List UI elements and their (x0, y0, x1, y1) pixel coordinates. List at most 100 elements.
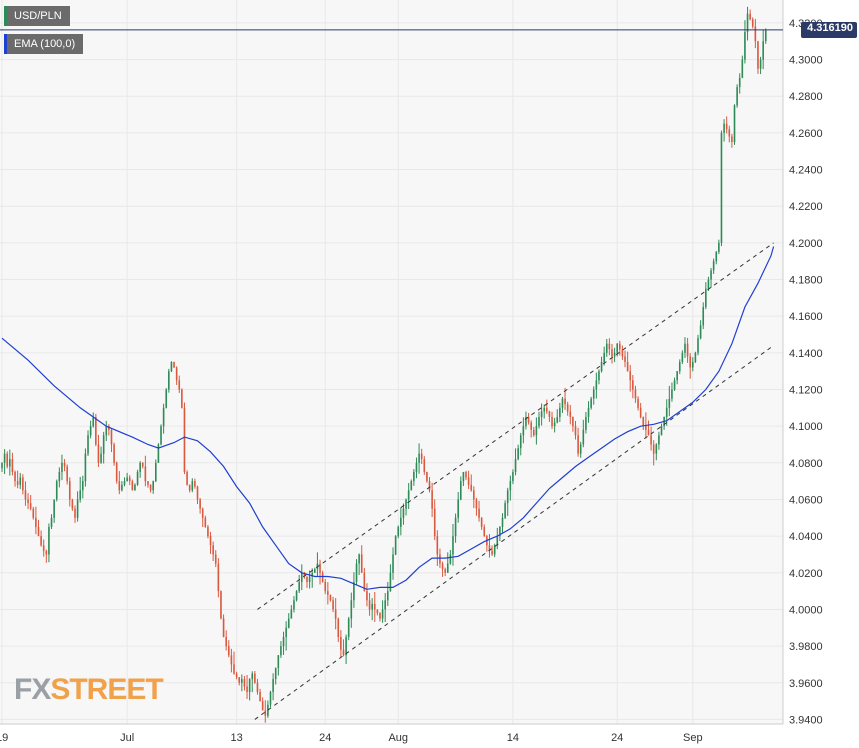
candle-up (410, 481, 413, 491)
candle-down (97, 444, 100, 463)
candle-up (170, 362, 173, 372)
candle-up (280, 646, 282, 656)
candle-down (196, 486, 199, 500)
candle-down (63, 462, 66, 467)
candle-down (470, 484, 473, 491)
candle-up (684, 343, 686, 353)
candle-up (251, 673, 254, 680)
candle-up (248, 679, 251, 692)
candle-up (105, 426, 108, 436)
y-tick-label: 4.0200 (789, 568, 823, 580)
candle-down (757, 41, 759, 69)
candle-up (308, 576, 311, 582)
candle-down (42, 545, 45, 551)
candle-down (488, 545, 491, 551)
candle-up (705, 288, 707, 308)
y-tick-label: 4.0400 (789, 531, 823, 543)
candle-down (530, 422, 532, 430)
candle-down (29, 503, 32, 509)
candle-up (553, 422, 556, 427)
candle-up (160, 426, 162, 445)
candle-down (321, 572, 324, 582)
candle-down (22, 477, 24, 491)
candle-up (556, 416, 559, 423)
candle-down (532, 429, 535, 436)
y-tick-label: 4.1800 (789, 275, 823, 287)
candle-up (381, 609, 384, 619)
candle-down (110, 429, 113, 445)
candle-up (459, 481, 462, 500)
last-price-tag: 4.316190 (801, 21, 857, 38)
candle-down (621, 349, 624, 357)
candle-down (141, 462, 144, 467)
candle-down (428, 481, 431, 491)
candle-up (9, 459, 11, 467)
candle-up (702, 307, 705, 326)
candle-down (147, 481, 149, 485)
candle-up (290, 609, 293, 619)
candle-up (697, 338, 699, 353)
x-tick-label: Aug (388, 732, 408, 744)
candle-up (676, 371, 678, 381)
y-tick-label: 4.2200 (789, 201, 823, 213)
candle-down (95, 416, 97, 445)
candle-up (92, 416, 95, 427)
candle-down (483, 526, 486, 537)
candle-up (152, 481, 155, 491)
candle-down (475, 499, 478, 509)
candle-up (300, 572, 303, 582)
candle-down (183, 407, 186, 472)
plot-background (0, 0, 783, 724)
candle-down (689, 356, 691, 368)
candle-up (613, 352, 616, 357)
candle-down (217, 563, 220, 592)
candle-up (355, 563, 358, 582)
candle-up (671, 389, 673, 399)
candle-down (366, 591, 368, 601)
candle-up (79, 490, 82, 500)
candle-down (329, 594, 332, 601)
candle-up (358, 554, 360, 564)
candle-up (157, 444, 160, 463)
candle-up (712, 261, 715, 271)
candle-up (3, 453, 6, 463)
candle-up (76, 499, 79, 518)
candle-up (123, 481, 126, 485)
candle-up (660, 426, 663, 436)
candle-up (347, 618, 350, 637)
candle-down (235, 673, 238, 678)
candle-down (551, 416, 553, 427)
candle-down (572, 416, 574, 427)
y-tick-label: 4.3000 (789, 55, 823, 67)
candle-down (749, 13, 751, 20)
candle-down (368, 600, 371, 610)
candle-up (314, 569, 316, 573)
candle-up (496, 536, 499, 546)
trendline-lower (254, 345, 774, 720)
candle-down (186, 471, 188, 485)
candle-down (261, 701, 264, 711)
candle-down (577, 435, 579, 454)
candle-up (736, 87, 738, 106)
candle-down (441, 563, 444, 570)
candle-up (191, 481, 194, 491)
candle-down (624, 356, 626, 362)
y-tick-label: 4.0000 (789, 604, 823, 616)
candle-down (645, 426, 647, 430)
candle-down (178, 380, 181, 390)
candle-up (655, 444, 658, 454)
candle-up (446, 563, 449, 573)
candle-down (608, 343, 611, 350)
candle-down (491, 550, 493, 555)
candle-down (626, 362, 629, 372)
ema-100-line (1, 246, 775, 590)
candle-up (392, 554, 394, 573)
candle-down (32, 508, 35, 518)
candle-up (418, 453, 420, 463)
candle-down (686, 343, 689, 357)
y-tick-label: 4.1400 (789, 348, 823, 360)
candle-up (605, 343, 608, 353)
candle-down (173, 362, 175, 368)
